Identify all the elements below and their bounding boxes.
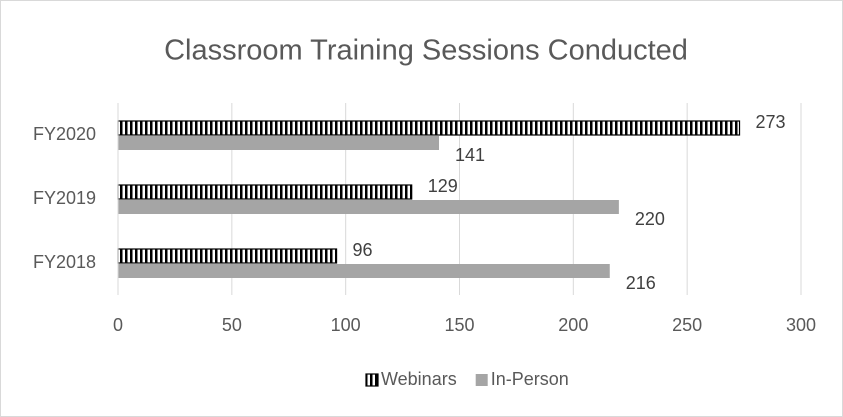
bar	[117, 248, 338, 264]
legend-label: In-Person	[491, 369, 569, 389]
data-label: 96	[353, 240, 373, 260]
x-tick-label: 50	[222, 315, 242, 335]
bar	[117, 120, 741, 136]
data-label: 141	[455, 145, 485, 165]
data-label: 220	[635, 209, 665, 229]
data-label: 129	[428, 176, 458, 196]
legend-swatch	[475, 374, 488, 386]
bar	[118, 136, 440, 150]
bar	[118, 264, 610, 278]
x-tick-label: 0	[113, 315, 123, 335]
x-tick-label: 250	[672, 315, 702, 335]
x-tick-label: 150	[444, 315, 474, 335]
y-tick-label: FY2019	[33, 188, 96, 208]
x-tick-label: 300	[786, 315, 816, 335]
bar	[117, 184, 413, 200]
data-label: 216	[626, 273, 656, 293]
y-tick-label: FY2020	[33, 124, 96, 144]
legend-swatch	[365, 373, 379, 387]
data-label: 273	[756, 112, 786, 132]
x-tick-label: 100	[331, 315, 361, 335]
bar	[118, 200, 619, 214]
legend-label: Webinars	[381, 369, 457, 389]
y-tick-label: FY2018	[33, 252, 96, 272]
chart-title: Classroom Training Sessions Conducted	[164, 35, 688, 67]
x-tick-label: 200	[558, 315, 588, 335]
